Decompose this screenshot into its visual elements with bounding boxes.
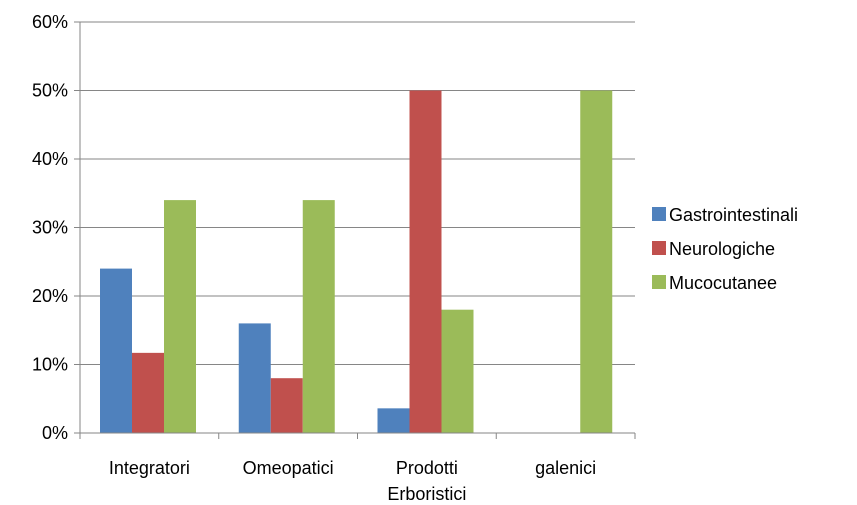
x-tick-label: Omeopatici bbox=[243, 458, 334, 478]
x-tick-label: Erboristici bbox=[387, 484, 466, 504]
legend-swatch bbox=[652, 241, 666, 255]
legend-label: Neurologiche bbox=[669, 239, 775, 259]
bar bbox=[409, 90, 442, 433]
x-tick-label: Prodotti bbox=[396, 458, 458, 478]
y-tick-label: 0% bbox=[42, 423, 68, 443]
bar bbox=[441, 309, 474, 433]
legend: Gastrointestinali Neurologiche Mucocutanee bbox=[652, 205, 798, 293]
legend-label: Gastrointestinali bbox=[669, 205, 798, 225]
bar bbox=[377, 408, 410, 433]
y-tick-labels: 0% 10% 20% 30% 40% 50% 60% bbox=[32, 12, 68, 443]
y-tick-label: 20% bbox=[32, 286, 68, 306]
y-tick-label: 30% bbox=[32, 218, 68, 238]
y-tick-label: 60% bbox=[32, 12, 68, 32]
y-tick-label: 50% bbox=[32, 81, 68, 101]
x-tick-label: Integratori bbox=[109, 458, 190, 478]
x-tick-label: galenici bbox=[535, 458, 596, 478]
bars bbox=[100, 90, 613, 433]
legend-label: Mucocutanee bbox=[669, 273, 777, 293]
x-tick-labels: Integratori Omeopatici Prodotti Erboristici… bbox=[109, 458, 596, 504]
bar bbox=[132, 352, 164, 433]
legend-swatch bbox=[652, 275, 666, 289]
y-tick-label: 40% bbox=[32, 149, 68, 169]
legend-swatch bbox=[652, 207, 666, 221]
y-tick-label: 10% bbox=[32, 355, 68, 375]
bar bbox=[164, 200, 196, 433]
bar bbox=[100, 268, 132, 433]
bar bbox=[302, 200, 335, 433]
bar bbox=[238, 323, 271, 433]
bar bbox=[580, 90, 613, 433]
axes bbox=[79, 22, 636, 439]
bar bbox=[270, 378, 303, 433]
